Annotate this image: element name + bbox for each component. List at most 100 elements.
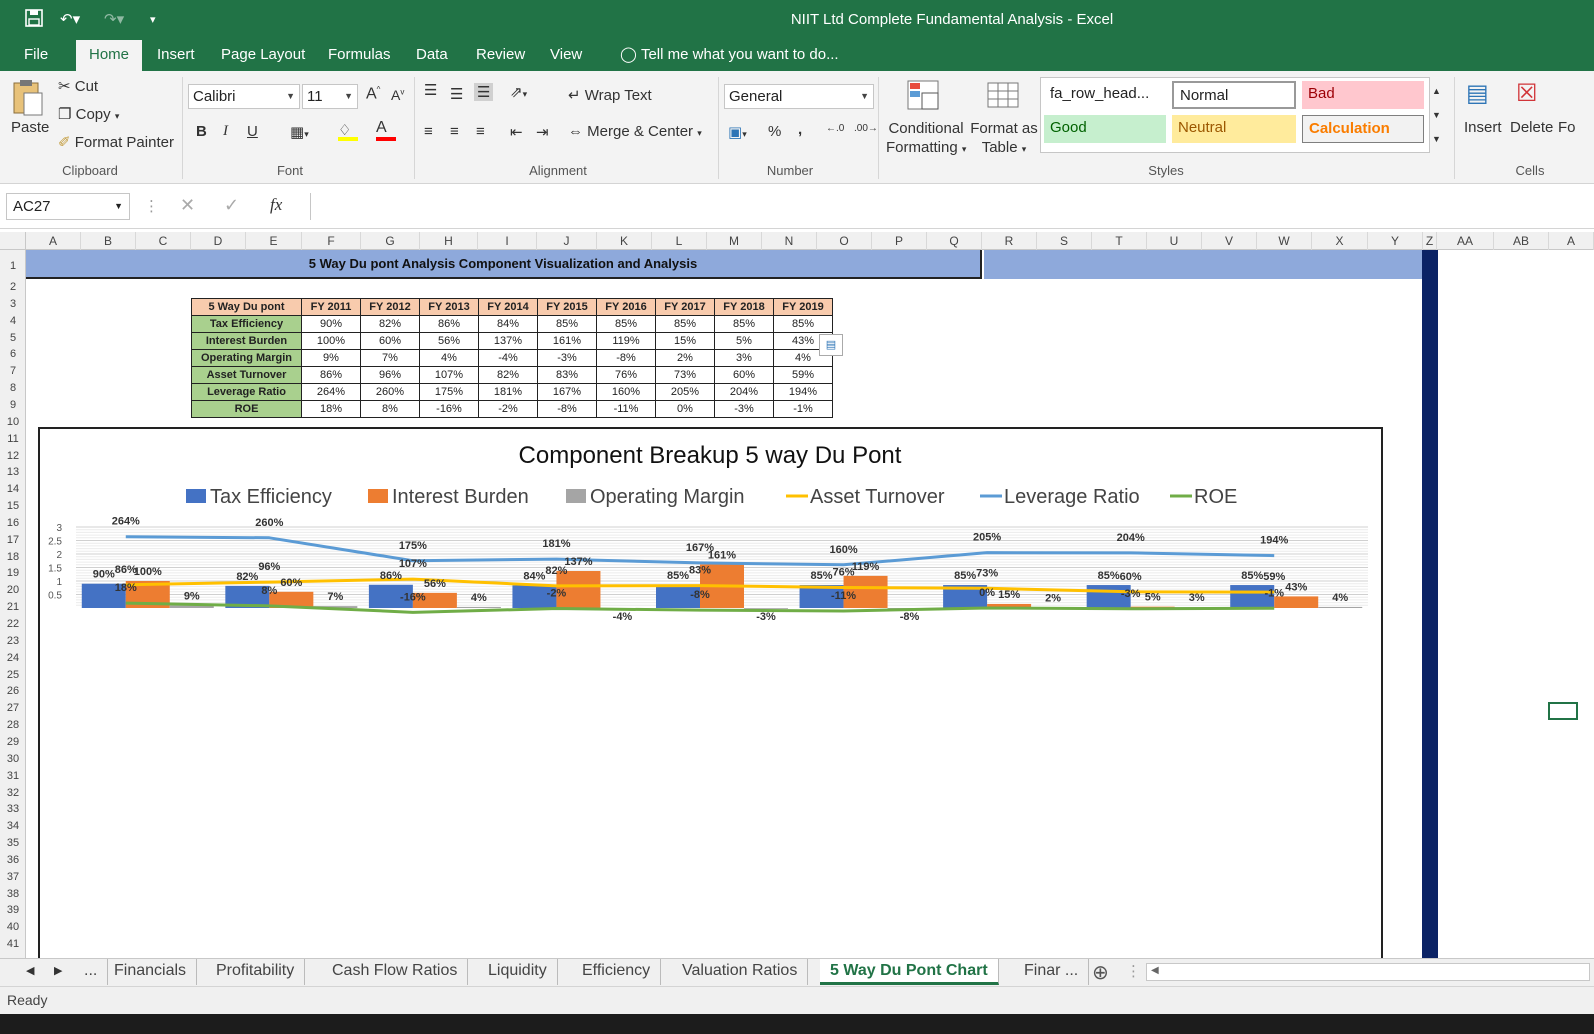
format-painter-button[interactable]: ✐ Format Painter — [58, 133, 174, 151]
column-header-i[interactable]: I — [478, 232, 537, 250]
paste-button[interactable] — [10, 77, 46, 121]
align-middle-icon[interactable]: ☰ — [450, 86, 464, 103]
horizontal-scrollbar[interactable]: ◀ — [1146, 963, 1590, 981]
table-cell[interactable]: 76% — [596, 366, 656, 384]
table-cell[interactable]: -8% — [537, 400, 597, 418]
confirm-entry-icon[interactable]: ✓ — [224, 195, 240, 215]
row-header-4[interactable]: 4 — [9, 314, 17, 327]
row-header-28[interactable]: 28 — [6, 719, 20, 732]
column-header-m[interactable]: M — [707, 232, 762, 250]
font-name-combo[interactable]: Calibri ▼ — [188, 84, 300, 109]
table-cell[interactable]: 60% — [360, 332, 420, 350]
font-size-combo[interactable]: 11 ▼ — [302, 84, 358, 109]
merge-center-button[interactable]: ⇔ Merge & Center ▾ — [568, 123, 702, 140]
table-cell[interactable]: 85% — [596, 315, 656, 333]
align-left-icon[interactable]: ≡ — [424, 123, 433, 140]
row-header-20[interactable]: 20 — [6, 584, 20, 597]
align-center-icon[interactable]: ≡ — [450, 123, 459, 140]
orientation-icon[interactable]: ⇗▾ — [510, 84, 528, 101]
row-header-16[interactable]: 16 — [6, 516, 20, 529]
paste-label[interactable]: Paste — [11, 119, 50, 136]
scroll-tabs-left-icon[interactable]: ◀ — [26, 965, 35, 977]
table-cell[interactable]: 82% — [478, 366, 538, 384]
table-cell[interactable]: 5% — [714, 332, 774, 350]
table-cell[interactable]: -8% — [596, 349, 656, 367]
table-cell[interactable]: 18% — [301, 400, 361, 418]
comma-style-button[interactable]: , — [798, 121, 803, 138]
customize-quick-access-icon[interactable]: ▾ — [150, 14, 156, 26]
delete-cells-button[interactable]: Delete — [1510, 119, 1554, 136]
sheet-tab-5-way-du-pont-chart[interactable]: 5 Way Du Pont Chart — [820, 959, 999, 985]
table-cell[interactable]: 56% — [419, 332, 479, 350]
row-header-17[interactable]: 17 — [6, 533, 20, 546]
scroll-tabs-right-icon[interactable]: ▶ — [54, 965, 63, 977]
column-header-y[interactable]: Y — [1368, 232, 1423, 250]
row-header-7[interactable]: 7 — [9, 365, 17, 378]
table-cell[interactable]: 15% — [655, 332, 715, 350]
cancel-entry-icon[interactable]: ✕ — [180, 195, 196, 215]
column-header-q[interactable]: Q — [927, 232, 982, 250]
table-cell[interactable]: 4% — [419, 349, 479, 367]
row-header-18[interactable]: 18 — [6, 550, 20, 563]
accounting-format-icon[interactable]: ▣▾ — [728, 124, 747, 141]
column-header-n[interactable]: N — [762, 232, 817, 250]
column-header-h[interactable]: H — [420, 232, 478, 250]
table-cell[interactable]: 264% — [301, 383, 361, 401]
table-cell[interactable]: 2% — [655, 349, 715, 367]
table-cell[interactable]: 167% — [537, 383, 597, 401]
row-header-26[interactable]: 26 — [6, 685, 20, 698]
align-bottom-icon[interactable]: ☰ — [474, 83, 494, 101]
row-header-13[interactable]: 13 — [6, 466, 20, 479]
save-icon[interactable] — [24, 8, 44, 32]
increase-indent-icon[interactable]: ⇥ — [536, 124, 549, 141]
column-header-aa[interactable]: AA — [1437, 232, 1494, 250]
row-header-34[interactable]: 34 — [6, 820, 20, 833]
table-cell[interactable]: 96% — [360, 366, 420, 384]
format-cells-button[interactable]: Fo — [1558, 119, 1576, 136]
styles-scroll[interactable]: ▲ ▼ ▼ — [1432, 86, 1441, 144]
table-cell[interactable]: 7% — [360, 349, 420, 367]
column-header-o[interactable]: O — [817, 232, 872, 250]
font-color-icon[interactable]: A — [376, 119, 396, 141]
sheet-tab-finar[interactable]: Finar ... — [1014, 959, 1090, 985]
decrease-decimal-icon[interactable]: .00→ — [854, 123, 878, 134]
column-header-v[interactable]: V — [1202, 232, 1257, 250]
table-cell[interactable]: 260% — [360, 383, 420, 401]
selected-cell[interactable] — [1548, 702, 1578, 720]
table-cell[interactable]: 3% — [714, 349, 774, 367]
tab-formulas[interactable]: Formulas — [328, 46, 391, 63]
column-header-f[interactable]: F — [302, 232, 361, 250]
table-cell[interactable]: 205% — [655, 383, 715, 401]
column-header-ab[interactable]: AB — [1494, 232, 1549, 250]
table-cell[interactable]: 161% — [537, 332, 597, 350]
column-header-c[interactable]: C — [136, 232, 191, 250]
row-header-39[interactable]: 39 — [6, 904, 20, 917]
column-header-g[interactable]: G — [361, 232, 420, 250]
sheet-tab-valuation-ratios[interactable]: Valuation Ratios — [672, 959, 809, 985]
row-header-22[interactable]: 22 — [6, 618, 20, 630]
scroll-left-icon[interactable]: ◀ — [1151, 965, 1159, 976]
column-header-x[interactable]: X — [1312, 232, 1368, 250]
copy-button[interactable]: ❐ Copy ▾ — [58, 106, 120, 123]
wrap-text-button[interactable]: ↵ Wrap Text — [568, 86, 652, 104]
table-cell[interactable]: 86% — [301, 366, 361, 384]
row-header-29[interactable]: 29 — [6, 735, 20, 748]
insert-function-icon[interactable]: fx — [270, 195, 283, 214]
row-header-27[interactable]: 27 — [6, 702, 20, 715]
worksheet-grid[interactable]: 5 Way Du pont Analysis Component Visuali… — [26, 250, 1594, 958]
italic-button[interactable]: I — [223, 123, 228, 139]
select-all-corner[interactable] — [0, 232, 26, 250]
borders-icon[interactable]: ▦▾ — [290, 124, 309, 141]
table-cell[interactable]: 84% — [478, 315, 538, 333]
table-cell[interactable]: 137% — [478, 332, 538, 350]
table-cell[interactable]: 85% — [537, 315, 597, 333]
style-normal[interactable]: Normal — [1172, 81, 1296, 109]
column-header-j[interactable]: J — [537, 232, 597, 250]
table-cell[interactable]: -1% — [773, 400, 833, 418]
table-row-label[interactable]: Leverage Ratio — [191, 383, 302, 401]
row-header-6[interactable]: 6 — [9, 348, 17, 361]
style-bad[interactable]: Bad — [1302, 81, 1424, 109]
table-cell[interactable]: 8% — [360, 400, 420, 418]
row-header-3[interactable]: 3 — [9, 297, 17, 310]
row-header-8[interactable]: 8 — [9, 382, 17, 395]
